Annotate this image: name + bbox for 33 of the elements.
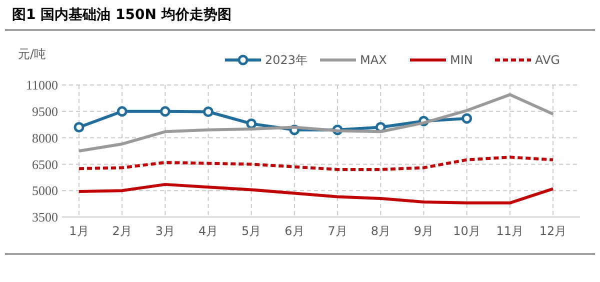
x-tick-label: 4月 [198, 224, 218, 238]
x-tick-label: 9月 [414, 224, 434, 238]
y-tick-label: 9500 [32, 104, 58, 119]
x-tick-label: 2月 [112, 224, 132, 238]
chart-title: 图1 国内基础油 150N 均价走势图 [12, 7, 232, 23]
x-tick-label: 1月 [69, 224, 89, 238]
y-tick-label: 11000 [26, 78, 58, 93]
x-tick-label: 8月 [370, 224, 390, 238]
line-series [78, 156, 554, 171]
line-series [78, 93, 554, 152]
y-tick-label: 5000 [32, 183, 58, 198]
point [203, 106, 214, 117]
point [74, 122, 84, 132]
x-tick-label: 11月 [496, 224, 524, 238]
line-series [78, 182, 554, 204]
y-tick-label: 8000 [32, 130, 58, 146]
point [160, 106, 170, 117]
y-tick-label: 6500 [32, 156, 58, 172]
point [246, 118, 257, 129]
x-tick-label: 12月 [539, 224, 567, 238]
legend-label: AVG [535, 53, 560, 68]
x-tick-label: 7月 [328, 224, 348, 238]
legend-label: MAX [360, 53, 387, 68]
y-axis-title: 元/吨 [18, 47, 46, 61]
y-tick-label: 3500 [32, 210, 58, 225]
x-tick-label: 6月 [284, 224, 304, 238]
x-tick-label: 10月 [453, 224, 480, 238]
point [462, 113, 472, 124]
x-tick-label: 3月 [155, 224, 175, 238]
legend-label: MIN [450, 53, 473, 68]
x-tick-label: 5月 [242, 224, 262, 238]
legend-label: 2023年 [265, 53, 308, 68]
point [116, 106, 128, 117]
